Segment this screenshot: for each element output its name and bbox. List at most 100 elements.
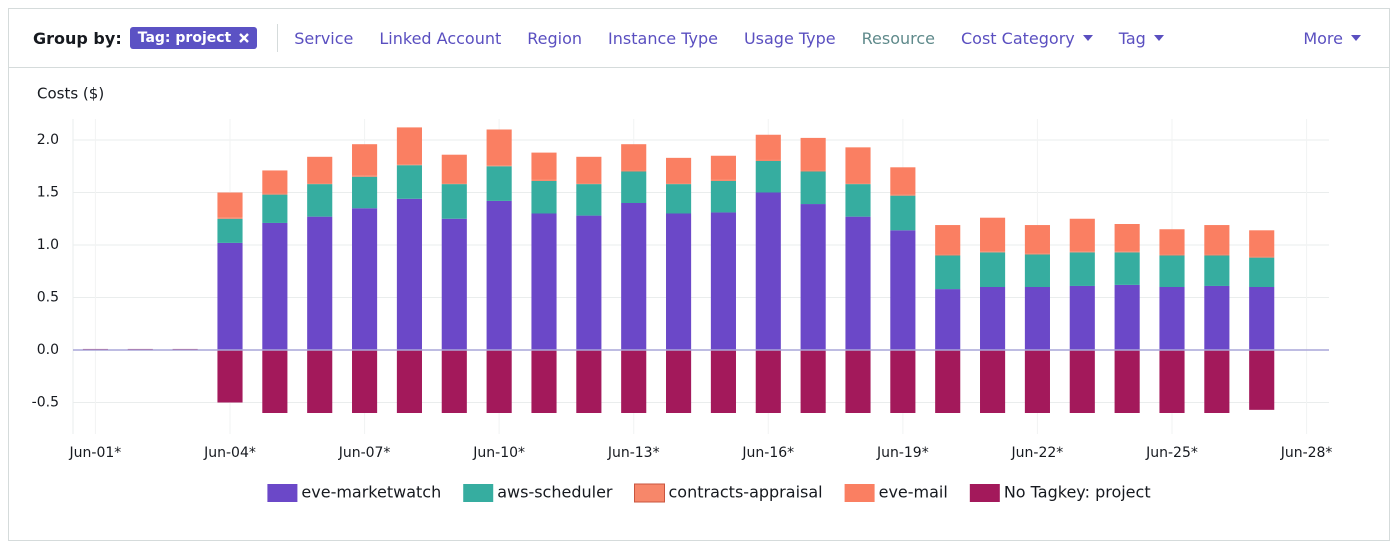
- bar-segment: [1204, 285, 1230, 350]
- bar-segment: [262, 194, 288, 223]
- x-tick-label: Jun-04*: [203, 445, 256, 461]
- legend-label: contracts-appraisal: [669, 483, 823, 502]
- bar-segment: [262, 193, 288, 195]
- x-tick-label: Jun-19*: [876, 445, 929, 461]
- bar-segment: [531, 350, 557, 413]
- bar-segment: [307, 156, 333, 184]
- bar-segment: [1024, 254, 1050, 287]
- bar-segment: [755, 134, 781, 160]
- bar-segment: [1024, 350, 1050, 413]
- group-option[interactable]: Resource: [862, 29, 935, 48]
- bar-segment: [576, 184, 602, 216]
- caret: [1351, 35, 1361, 41]
- bar-segment: [935, 289, 961, 350]
- x-tick-label: Jun-10*: [472, 445, 525, 461]
- bar-segment: [1069, 285, 1095, 350]
- bar-segment: [710, 350, 736, 413]
- bar-segment: [666, 184, 692, 214]
- bar-segment: [666, 213, 692, 350]
- bar-segment: [531, 180, 557, 214]
- chip-close[interactable]: [239, 33, 250, 43]
- bar-segment: [1114, 284, 1140, 350]
- bar-segment: [217, 242, 243, 350]
- y-tick-label: 0.5: [37, 290, 59, 306]
- option-text: Region: [527, 28, 583, 48]
- bar-segment: [217, 350, 243, 403]
- legend-swatch: [969, 484, 1000, 502]
- chip-text: Tag: project: [137, 30, 232, 46]
- option-text: Usage Type: [743, 28, 836, 48]
- bar-segment: [307, 183, 333, 185]
- bar-segment: [1204, 225, 1230, 255]
- bar-segment: [890, 230, 916, 350]
- bar-segment: [621, 144, 647, 171]
- group-option[interactable]: Tag: [1119, 29, 1164, 48]
- legend: eve-marketwatch aws-scheduler contracts-ap…: [267, 483, 1151, 503]
- bar-segment: [352, 175, 378, 177]
- bar-segment: [1159, 254, 1185, 256]
- more-button[interactable]: More: [1303, 29, 1361, 48]
- bar-segment: [576, 215, 602, 350]
- bar-segment: [845, 350, 871, 413]
- bar-segment: [935, 225, 961, 255]
- bar-segment: [486, 350, 512, 413]
- group-option[interactable]: Usage Type: [744, 29, 836, 48]
- bar-segment: [1159, 350, 1185, 413]
- bar-segment: [396, 350, 422, 413]
- bar-segment: [1159, 287, 1185, 350]
- y-tick-label: 2.0: [37, 132, 59, 148]
- group-option[interactable]: Service: [294, 29, 353, 48]
- bar-segment: [890, 194, 916, 196]
- bar-segment: [710, 180, 736, 213]
- bar-segment: [441, 184, 467, 219]
- y-tick-label: 1.5: [37, 185, 59, 201]
- bar-segment: [666, 183, 692, 185]
- bar-segment: [1114, 252, 1140, 285]
- bar-segment: [531, 213, 557, 350]
- bar-segment: [1114, 350, 1140, 413]
- group-option[interactable]: Region: [527, 29, 582, 48]
- bar-segment: [531, 179, 557, 181]
- bar-segment: [1249, 230, 1275, 257]
- bar-segment: [845, 183, 871, 185]
- bar-segment: [486, 165, 512, 167]
- bar-segment: [1069, 218, 1095, 252]
- group-option[interactable]: Instance Type: [608, 29, 718, 48]
- bar-segment: [1069, 251, 1095, 253]
- bar-segment: [1204, 254, 1230, 256]
- group-option[interactable]: Cost Category: [961, 29, 1093, 48]
- bar-segment: [441, 350, 467, 413]
- bar-segment: [710, 155, 736, 180]
- bar-segment: [1249, 256, 1275, 258]
- bar-segment: [935, 350, 961, 413]
- group-by-toolbar: Group by: Tag: project Service Linked Acc…: [9, 9, 1389, 68]
- bar-segment: [307, 350, 333, 413]
- bar-segment: [486, 166, 512, 201]
- bar-segment: [352, 176, 378, 209]
- more-text: More: [1303, 28, 1343, 48]
- bar-segment: [1204, 350, 1230, 413]
- bar-segment: [755, 192, 781, 350]
- separator: [277, 24, 279, 52]
- bar-segment: [980, 217, 1006, 252]
- bar-segment: [1114, 224, 1140, 252]
- bar-segment: [621, 171, 647, 203]
- bar-segment: [710, 212, 736, 350]
- bar-segment: [890, 167, 916, 195]
- bar-segment: [576, 183, 602, 185]
- cost-explorer-panel: Group by: Tag: project Service Linked Acc…: [8, 8, 1390, 541]
- bar-segment: [845, 216, 871, 350]
- bar-segment: [800, 170, 826, 172]
- bar-segment: [262, 170, 288, 194]
- x-tick-label: Jun-13*: [607, 445, 660, 461]
- x-tick-label: Jun-01*: [69, 445, 122, 461]
- group-chip[interactable]: Tag: project: [129, 27, 258, 49]
- caret: [1082, 35, 1093, 41]
- x-tick-label: Jun-07*: [338, 445, 391, 461]
- bar-segment: [980, 287, 1006, 350]
- option-text: Service: [294, 28, 354, 48]
- bar-segment: [1069, 252, 1095, 286]
- legend-swatch: [463, 484, 494, 502]
- group-option[interactable]: Linked Account: [379, 29, 501, 48]
- caret: [1153, 35, 1164, 41]
